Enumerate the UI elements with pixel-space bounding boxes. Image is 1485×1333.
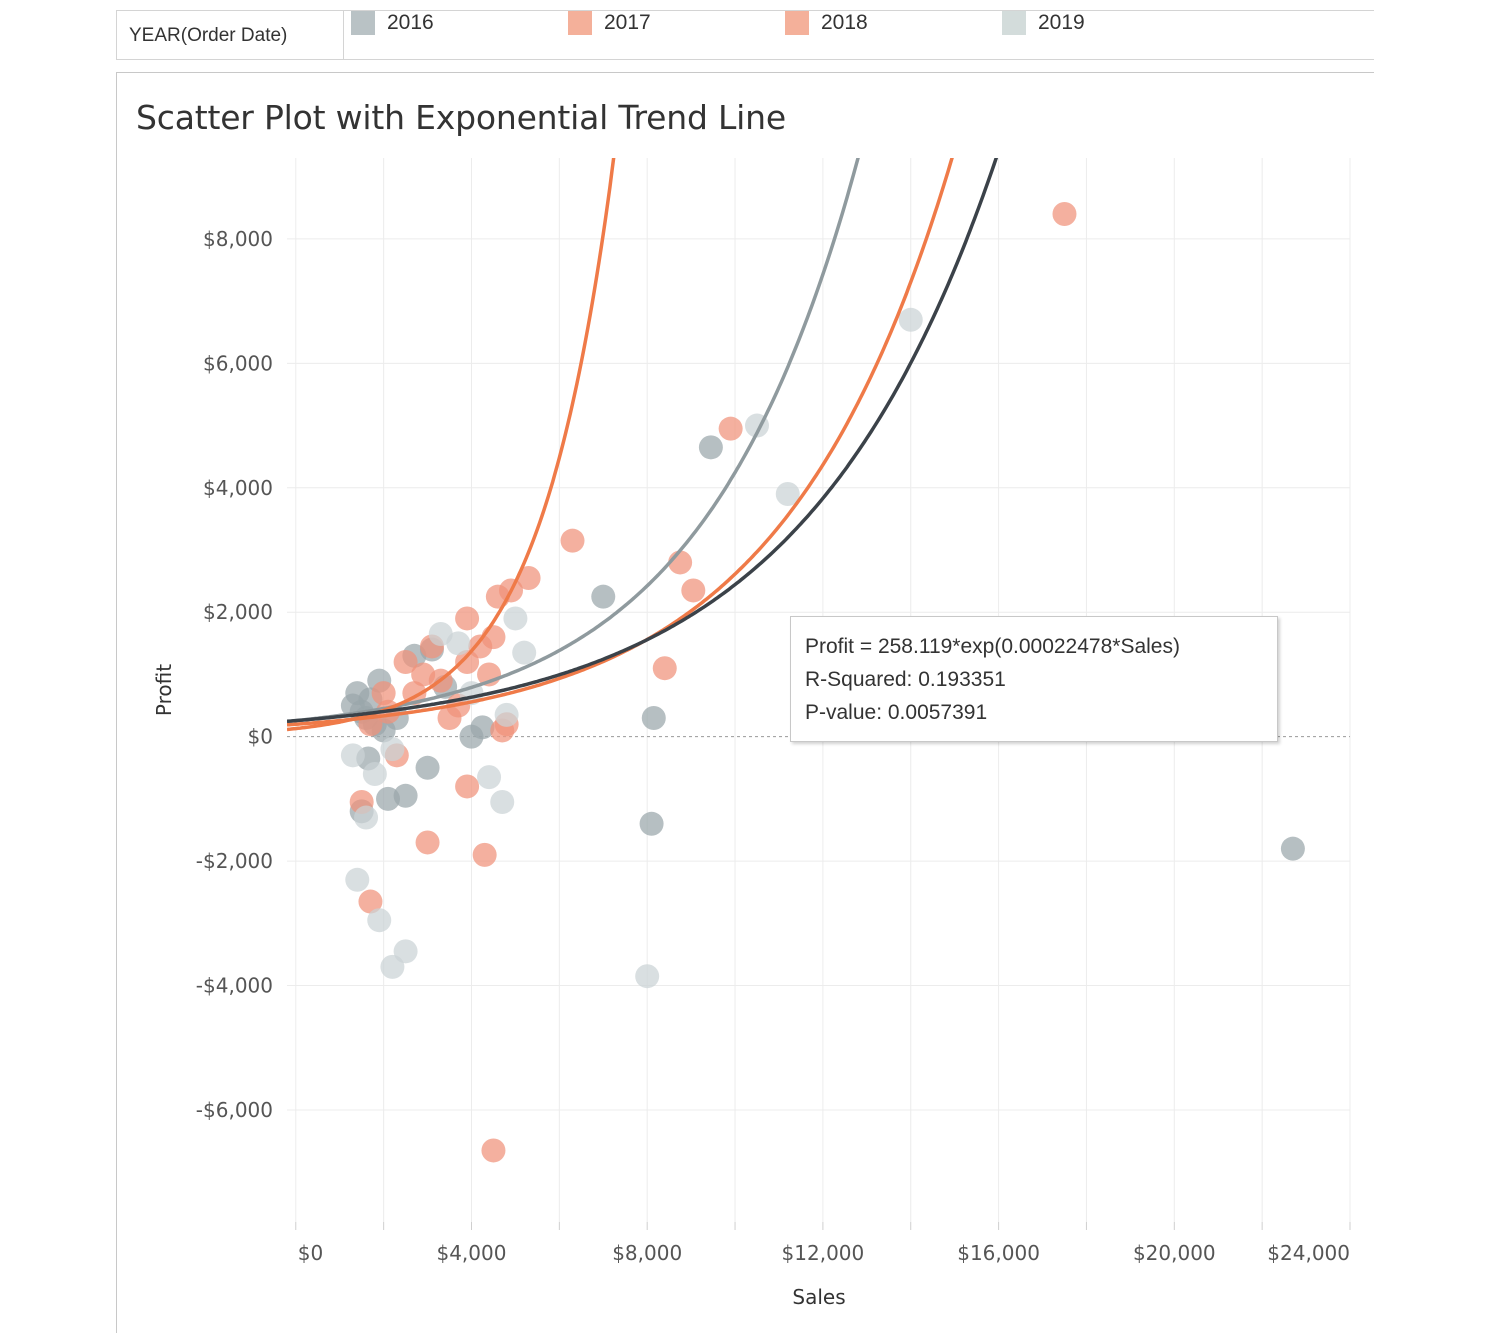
data-point-2018	[718, 416, 743, 441]
data-point-2019	[775, 482, 800, 506]
y-tick-label: $0	[248, 725, 273, 749]
legend-item-2018[interactable]: 2018	[785, 9, 868, 37]
data-point-2019	[490, 790, 515, 814]
data-point-2016	[641, 706, 666, 730]
legend-label-2019: 2019	[1038, 11, 1085, 34]
tooltip-equation: Profit = 258.119*exp(0.00022478*Sales)	[805, 635, 1180, 658]
y-axis-label: Profit	[152, 664, 176, 716]
data-point-2016	[393, 783, 418, 808]
y-tick-label: $2,000	[203, 600, 273, 624]
data-point-2016	[345, 681, 370, 706]
data-point-2019	[362, 762, 387, 786]
chart-panel	[116, 72, 1374, 1333]
y-tick-label: -$6,000	[196, 1098, 273, 1122]
data-point-2019	[446, 631, 471, 656]
legend-label-2016: 2016	[387, 11, 434, 34]
data-point-2017	[516, 566, 541, 590]
legend-field-label: YEAR(Order Date)	[117, 11, 344, 59]
x-tick-label: $20,000	[1133, 1241, 1216, 1265]
data-point-2016	[698, 435, 723, 460]
data-point-2018	[437, 706, 462, 730]
data-point-2019	[354, 805, 379, 830]
data-point-2017	[455, 774, 480, 799]
data-point-2016	[470, 715, 495, 740]
chart-title: Scatter Plot with Exponential Trend Line	[136, 98, 786, 137]
x-tick-label: $8,000	[612, 1241, 682, 1265]
legend-label-2018: 2018	[821, 11, 868, 34]
data-point-2017	[652, 656, 677, 681]
x-tick-label: $16,000	[957, 1241, 1040, 1265]
data-point-2019	[345, 867, 370, 892]
legend-swatch-2017	[568, 11, 592, 35]
y-tick-label: $4,000	[203, 476, 273, 500]
x-tick-label: $4,000	[436, 1241, 506, 1265]
x-tick-label: $0	[298, 1241, 323, 1265]
data-point-2019	[494, 702, 519, 727]
legend-item-2016[interactable]: 2016	[351, 9, 434, 37]
data-point-2019	[380, 737, 405, 762]
axis-layer: $8,000 $6,000 $4,000 $2,000 $0 -$2,000 -$4,000…	[196, 227, 1351, 1265]
data-point-2018	[455, 650, 480, 674]
data-point-2017	[681, 578, 706, 603]
tooltip-r-squared: R-Squared: 0.193351	[805, 668, 1006, 691]
data-point-2017	[481, 1138, 506, 1163]
data-point-2017	[455, 606, 480, 631]
data-point-2017	[371, 681, 396, 706]
data-point-2017	[393, 650, 418, 674]
data-point-2019	[340, 743, 365, 768]
trendline-layer	[287, 158, 999, 732]
y-tick-label: -$2,000	[196, 849, 273, 873]
trendline-2017	[287, 158, 616, 732]
x-tick-label: $24,000	[1267, 1241, 1350, 1265]
y-tick-label: -$4,000	[196, 974, 273, 998]
legend-swatch-2018	[785, 11, 809, 35]
data-point-2017	[472, 842, 497, 867]
y-tick-label: $8,000	[203, 227, 273, 251]
legend-label-2017: 2017	[604, 11, 651, 34]
tooltip-p-value: P-value: 0.0057391	[805, 701, 988, 724]
data-point-2019	[512, 640, 537, 665]
data-point-2017	[358, 889, 383, 914]
legend-swatch-2019	[1002, 11, 1026, 35]
y-tick-label: $6,000	[203, 351, 273, 375]
data-point-2017	[415, 830, 440, 855]
data-point-2017	[560, 528, 585, 553]
x-tick-label: $12,000	[782, 1241, 865, 1265]
x-axis-label: Sales	[792, 1285, 845, 1309]
data-point-2019	[477, 765, 502, 790]
data-point-2016	[591, 584, 616, 609]
data-point-2019	[367, 908, 392, 933]
legend-item-2019[interactable]: 2019	[1002, 9, 1085, 37]
data-point-2016	[639, 811, 664, 836]
data-point-2019	[635, 964, 660, 989]
data-point-2016	[415, 755, 440, 780]
data-point-2019	[503, 606, 528, 631]
data-point-2019	[393, 939, 418, 964]
data-point-2019	[898, 307, 923, 332]
trendline-tooltip: Profit = 258.119*exp(0.00022478*Sales) R…	[790, 616, 1278, 742]
data-point-2018	[1052, 202, 1077, 226]
data-point-2019	[428, 622, 453, 646]
color-legend: YEAR(Order Date)	[116, 10, 1374, 60]
legend-swatch-2016	[351, 11, 375, 35]
legend-item-2017[interactable]: 2017	[568, 9, 651, 37]
trendline-2019	[287, 158, 999, 724]
data-point-2016	[1280, 836, 1305, 861]
